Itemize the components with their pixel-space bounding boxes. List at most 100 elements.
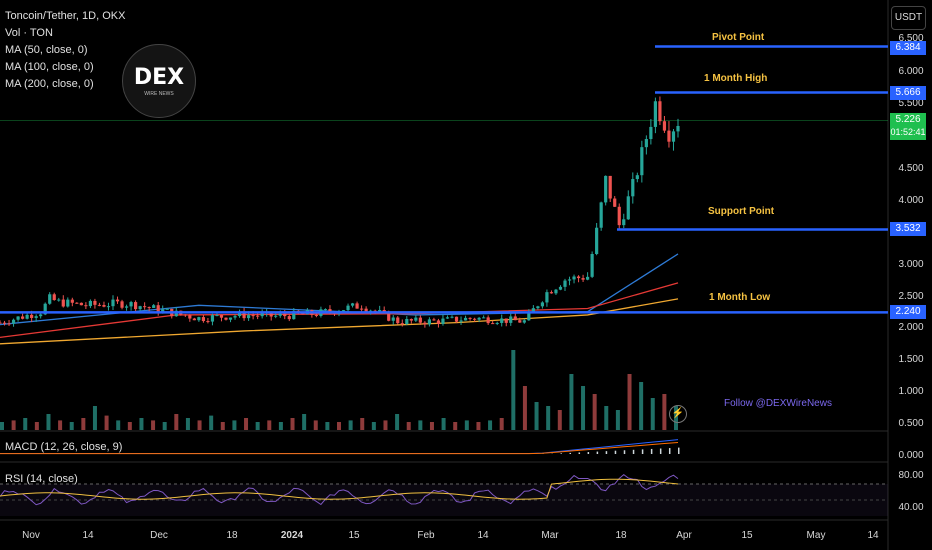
volume-bar bbox=[546, 406, 551, 430]
candle-body bbox=[364, 308, 368, 312]
x-tick: Nov bbox=[22, 530, 40, 541]
volume-bar bbox=[151, 420, 156, 430]
candle-body bbox=[75, 302, 79, 304]
candle-body bbox=[608, 175, 612, 199]
x-tick: Dec bbox=[150, 530, 168, 541]
candle-body bbox=[93, 300, 97, 305]
volume-bar bbox=[557, 410, 562, 430]
candle-body bbox=[52, 294, 56, 301]
last-price-tag: 5.226 01:52:41 bbox=[890, 113, 926, 140]
volume-bar bbox=[302, 414, 307, 430]
volume-bar bbox=[348, 420, 353, 430]
candle-body bbox=[531, 308, 535, 312]
volume-bar bbox=[476, 422, 481, 430]
volume-bar bbox=[92, 406, 97, 430]
x-tick: 14 bbox=[82, 530, 94, 541]
candle-body bbox=[111, 299, 115, 307]
volume-bar bbox=[581, 386, 586, 430]
candle-body bbox=[7, 323, 11, 325]
candle-body bbox=[540, 302, 544, 307]
month-low-label: 1 Month Low bbox=[709, 292, 771, 303]
candle-body bbox=[360, 308, 364, 310]
signal-line bbox=[0, 441, 679, 455]
volume-bar bbox=[46, 414, 51, 430]
volume-bar bbox=[650, 398, 655, 430]
volume-bar bbox=[139, 418, 144, 430]
volume-bar bbox=[174, 414, 179, 430]
candle-body bbox=[283, 313, 287, 317]
candle-body bbox=[658, 101, 662, 122]
candle-body bbox=[39, 314, 43, 317]
macd-histogram-bar bbox=[650, 448, 653, 454]
volume-bar bbox=[627, 374, 632, 430]
x-tick: 14 bbox=[477, 530, 489, 541]
candle-body bbox=[143, 306, 147, 308]
candle-body bbox=[563, 280, 567, 287]
ma100-legend: MA (100, close, 0) bbox=[5, 61, 94, 73]
candle-body bbox=[206, 321, 210, 323]
lightning-icon[interactable]: ⚡ bbox=[669, 405, 687, 423]
candle-body bbox=[247, 315, 251, 319]
rsi-line bbox=[0, 473, 679, 506]
candle-body bbox=[667, 130, 671, 142]
volume-bar bbox=[325, 422, 330, 430]
candle-body bbox=[21, 316, 25, 319]
macd-histogram-bar bbox=[578, 452, 581, 454]
candle-body bbox=[495, 322, 499, 324]
volume-bar bbox=[337, 422, 341, 430]
candle-body bbox=[432, 319, 436, 321]
candle-body bbox=[341, 310, 346, 312]
candle-body bbox=[522, 320, 526, 323]
pivot-price-tag: 6.384 bbox=[890, 41, 926, 55]
candle-body bbox=[219, 315, 224, 318]
candle-body bbox=[626, 196, 630, 220]
candle-body bbox=[409, 318, 413, 321]
volume-bar bbox=[220, 422, 225, 430]
macd-histogram-bar bbox=[632, 449, 635, 454]
price-tick: 6.500 bbox=[898, 33, 924, 44]
x-tick: 2024 bbox=[280, 530, 304, 541]
volume-bar bbox=[615, 410, 620, 430]
candle-body bbox=[662, 121, 667, 131]
volume-bar bbox=[441, 418, 446, 430]
candle-body bbox=[88, 300, 92, 307]
candle-body bbox=[405, 318, 409, 325]
volume-bar bbox=[511, 350, 516, 430]
volume-bar bbox=[104, 415, 109, 430]
ma200-legend: MA (200, close, 0) bbox=[5, 78, 94, 90]
candle-body bbox=[445, 317, 450, 319]
currency-button[interactable]: USDT bbox=[891, 6, 926, 30]
x-tick: 15 bbox=[348, 530, 360, 541]
volume-layer bbox=[0, 350, 678, 430]
candle-body bbox=[70, 299, 74, 303]
volume-bar bbox=[162, 422, 167, 430]
price-tick: 2.000 bbox=[898, 322, 924, 333]
volume-bar bbox=[58, 420, 63, 430]
candle-body bbox=[391, 317, 395, 321]
candle-body bbox=[129, 302, 133, 307]
dex-logo: DEX WIRE NEWS bbox=[122, 44, 196, 118]
x-tick: Mar bbox=[541, 530, 559, 541]
macd-histogram-bar bbox=[659, 448, 662, 454]
x-tick: Feb bbox=[417, 530, 435, 541]
volume-bar bbox=[406, 422, 411, 430]
x-tick: 18 bbox=[615, 530, 627, 541]
candle-body bbox=[631, 179, 635, 197]
volume-bar bbox=[604, 406, 609, 430]
candle-body bbox=[644, 139, 648, 148]
candle-body bbox=[518, 320, 522, 323]
candle-body bbox=[161, 309, 165, 313]
price-tick: 1.500 bbox=[898, 354, 924, 365]
candle-body bbox=[676, 125, 680, 132]
x-tick: 14 bbox=[867, 530, 879, 541]
candle-body bbox=[549, 292, 554, 294]
candle-body bbox=[396, 317, 400, 324]
candle-body bbox=[468, 317, 472, 319]
candle-body bbox=[436, 320, 441, 324]
rsi-layer bbox=[0, 473, 888, 516]
volume-bar bbox=[499, 418, 504, 430]
candle-body bbox=[233, 316, 237, 318]
price-tick: 3.000 bbox=[898, 259, 924, 270]
candle-body bbox=[613, 198, 617, 207]
candle-body bbox=[278, 313, 282, 316]
